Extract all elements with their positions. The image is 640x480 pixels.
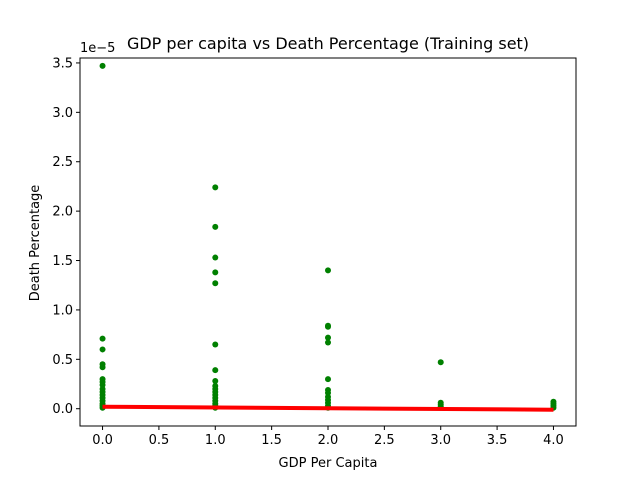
data-point <box>99 364 106 371</box>
x-tick-label: 3.0 <box>430 433 451 448</box>
data-point <box>212 254 219 261</box>
data-point <box>212 223 219 230</box>
x-tick-label: 3.5 <box>487 433 508 448</box>
y-tick-label: 2.0 <box>52 205 73 220</box>
data-point <box>99 346 106 353</box>
scatter-points <box>99 62 557 411</box>
y-tick-label: 3.0 <box>52 106 73 121</box>
plot-frame <box>79 57 577 427</box>
y-offset-label: 1e−5 <box>80 41 115 56</box>
x-tick-label: 0.5 <box>149 433 170 448</box>
regression-line-path <box>102 404 554 412</box>
data-point <box>212 184 219 191</box>
data-point <box>99 335 106 342</box>
data-point <box>212 341 219 348</box>
x-tick-label: 2.0 <box>318 433 339 448</box>
data-point <box>325 334 331 341</box>
x-tick-label: 4.0 <box>543 433 564 448</box>
data-point <box>212 269 219 276</box>
y-tick-label: 0.0 <box>52 402 73 417</box>
data-point <box>325 376 331 383</box>
data-point <box>437 359 444 366</box>
data-point <box>212 367 219 374</box>
data-point <box>212 280 219 287</box>
x-tick-label: 1.5 <box>261 433 282 448</box>
x-tick-label: 1.0 <box>205 433 226 448</box>
y-tick-label: 1.5 <box>52 254 73 269</box>
data-point <box>325 339 331 346</box>
plot-area <box>79 57 577 427</box>
x-axis-ticks: 0.0 0.5 1.0 1.5 2.0 2.5 3.0 3.5 4.0 <box>92 426 564 448</box>
data-point <box>99 62 106 69</box>
x-axis-label: GDP Per Capita <box>279 456 378 471</box>
y-axis-label: Death Percentage <box>28 185 43 302</box>
data-point <box>325 267 331 274</box>
y-tick-label: 0.5 <box>52 353 73 368</box>
x-tick-label: 2.5 <box>374 433 395 448</box>
y-tick-label: 1.0 <box>52 303 73 318</box>
data-point <box>325 323 331 330</box>
regression-line <box>102 404 554 412</box>
y-axis-ticks: 0.0 0.5 1.0 1.5 2.0 2.5 3.0 3.5 <box>52 56 80 417</box>
chart-title: GDP per capita vs Death Percentage (Trai… <box>127 34 529 53</box>
y-tick-label: 2.5 <box>52 155 73 170</box>
x-tick-label: 0.0 <box>92 433 113 448</box>
data-point <box>212 378 219 385</box>
y-tick-label: 3.5 <box>52 56 73 71</box>
